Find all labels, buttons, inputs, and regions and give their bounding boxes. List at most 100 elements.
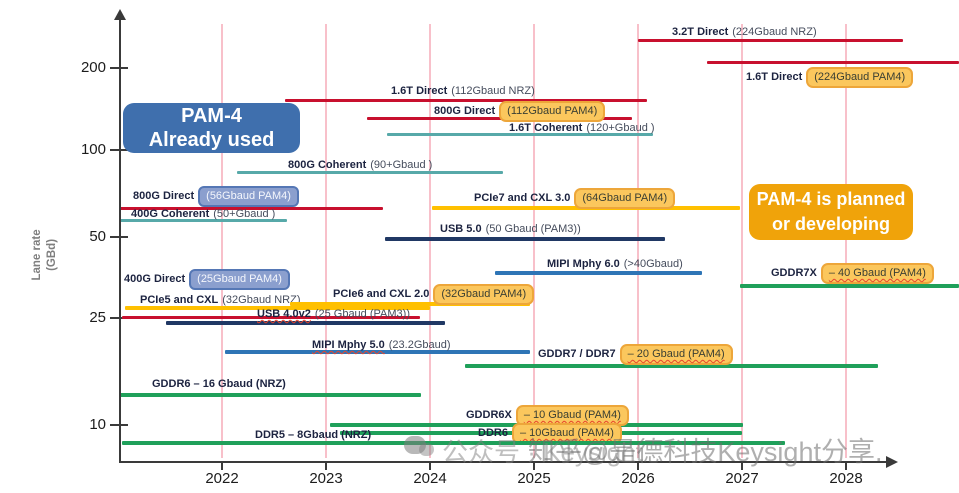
roadmap-label-800g-direct-56gbaud-pam4: 800G Direct (56Gbaud PAM4) [133, 186, 299, 207]
y-tick-label-200: 200 [80, 59, 106, 76]
standard-name: USB 4.0v2 [257, 308, 311, 320]
year-gridline-2023 [325, 24, 327, 458]
standard-name: GDDR6X [466, 409, 512, 421]
x-tick-label-2023: 2023 [309, 470, 343, 487]
pam4-planned-line1: PAM-4 is planned [756, 189, 906, 209]
baud-note-orange-badge: – 40 Gbaud (PAM4) [820, 263, 934, 284]
roadmap-label-pcie5-and-cxl-32gbaud-nrz: PCIe5 and CXL (32Gbaud NRZ) [140, 293, 301, 308]
standard-name: GDDR6 – 16 Gbaud (NRZ) [152, 378, 286, 390]
roadmap-label-ddr5-8gbaud-nrz: DDR5 – 8Gbaud (NRZ) [255, 428, 371, 443]
standard-name: GDDR7 / DDR7 [538, 348, 616, 360]
roadmap-line-gddr6-16-gbaud-nrz [120, 393, 421, 397]
x-tick-label-2027: 2027 [725, 470, 759, 487]
roadmap-line-800g-direct-56gbaud-pam4 [120, 207, 383, 210]
roadmap-label-400g-coherent-50-gbaud: 400G Coherent (50+Gbaud ) [131, 207, 275, 222]
pam4-already-used-line1: PAM-4 [181, 105, 242, 127]
baud-note-blue-badge: (25Gbaud PAM4) [189, 269, 290, 290]
roadmap-label-1.6t-direct-224gbaud-pam4: 1.6T Direct (224Gbaud PAM4) [746, 67, 914, 88]
y-tick-label-25: 25 [89, 309, 106, 326]
x-tick-2028 [845, 461, 847, 470]
roadmap-line-1.6t-direct-224gbaud-pam4 [707, 61, 959, 64]
standard-name: DDR5 – 8Gbaud (NRZ) [255, 429, 372, 441]
x-tick-2027 [741, 461, 743, 470]
roadmap-label-mipi-mphy-5.0-23.2gbaud: MIPI Mphy 5.0 (23.2Gbaud) [312, 338, 451, 353]
roadmap-label-pcie6-and-cxl-2.0-32gbaud-pam4: PCIe6 and CXL 2.0 (32Gbaud PAM4) [333, 284, 535, 305]
roadmap-line-1.6t-direct-112gbaud-nrz [285, 99, 647, 102]
x-tick-2023 [325, 461, 327, 470]
standard-name: 1.6T Direct [746, 71, 803, 83]
standard-name: PCIe6 and CXL 2.0 [333, 288, 430, 300]
roadmap-label-800g-coherent-90-gbaud: 800G Coherent (90+Gbaud ) [288, 158, 432, 173]
y-axis-title-line2: (GBd) [46, 238, 58, 271]
roadmap-line-3.2t-direct-224gbaud-nrz [638, 39, 903, 42]
standard-name: 1.6T Coherent [509, 122, 583, 134]
x-tick-2024 [429, 461, 431, 470]
x-tick-label-2028: 2028 [829, 470, 863, 487]
standard-name: MIPI Mphy 5.0 [312, 339, 385, 351]
standard-name: PCIe7 and CXL 3.0 [474, 192, 571, 204]
baud-note: (23.2Gbaud) [388, 339, 451, 351]
roadmap-line-mipi-mphy-6.0-40gbaud [495, 271, 702, 275]
x-tick-2025 [533, 461, 535, 470]
standard-name: USB 5.0 [440, 223, 482, 235]
roadmap-line-ddr5-8gbaud-nrz [122, 441, 785, 445]
standard-name: 400G Direct [124, 273, 186, 285]
x-tick-label-2024: 2024 [413, 470, 447, 487]
standard-name: 800G Coherent [288, 159, 367, 171]
pam4-already-used-line2: Already used [148, 129, 275, 151]
roadmap-line-gddr7x-40-gbaud-pam4 [740, 284, 959, 288]
baud-note-orange-badge: (224Gbaud PAM4) [806, 67, 914, 88]
baud-note: (25 Gbaud (PAM3)) [314, 308, 410, 320]
pam4-already-used-callout: PAM-4 Already used [123, 103, 300, 153]
pam4-planned-callout: PAM-4 is planned or developing [749, 184, 913, 240]
standard-name: 3.2T Direct [672, 26, 729, 38]
pam4-planned-line2: or developing [771, 214, 890, 234]
roadmap-label-3.2t-direct-224gbaud-nrz: 3.2T Direct (224Gbaud NRZ) [672, 25, 817, 40]
roadmap-label-ddr6-10gbaud-pam4: DDR6– 10Gbaud (PAM4) [478, 423, 622, 444]
roadmap-label-usb-4.0v2-25-gbaud-pam3: USB 4.0v2 (25 Gbaud (PAM3)) [257, 307, 410, 322]
baud-note-orange-badge: (32Gbaud PAM4) [433, 284, 535, 305]
roadmap-label-gddr7x-40-gbaud-pam4: GDDR7X – 40 Gbaud (PAM4) [771, 263, 934, 284]
standard-name: 800G Direct [133, 190, 195, 202]
y-tick-label-50: 50 [89, 228, 106, 245]
roadmap-label-1.6t-coherent-120-gbaud: 1.6T Coherent (120+Gbaud ) [509, 121, 655, 136]
x-tick-label-2025: 2025 [517, 470, 551, 487]
year-gridline-2022 [221, 24, 223, 458]
baud-note-orange-badge: – 20 Gbaud (PAM4) [619, 344, 733, 365]
baud-note: (112Gbaud NRZ) [451, 85, 535, 97]
x-tick-2022 [221, 461, 223, 470]
roadmap-line-usb-5.0-50-gbaud-pam3 [385, 237, 665, 241]
baud-note: (32Gbaud NRZ) [222, 294, 301, 306]
roadmap-label-pcie7-and-cxl-3.0-64gbaud-pam4: PCIe7 and CXL 3.0 (64Gbaud PAM4) [474, 188, 676, 209]
roadmap-line-gddr7-ddr7-20-gbaud-pam4 [465, 364, 878, 368]
roadmap-line-1.6t-coherent-120-gbaud [387, 133, 653, 136]
baud-note: (90+Gbaud ) [370, 159, 433, 171]
roadmap-label-400g-direct-25gbaud-pam4: 400G Direct (25Gbaud PAM4) [124, 269, 290, 290]
x-axis [119, 461, 889, 463]
baud-note: (50+Gbaud ) [213, 208, 276, 220]
roadmap-label-gddr6-16-gbaud-nrz: GDDR6 – 16 Gbaud (NRZ) [152, 377, 286, 392]
standard-name: 400G Coherent [131, 208, 210, 220]
roadmap-line-pcie6-and-cxl-2.0-32gbaud-pam4 [290, 302, 530, 306]
baud-note: (>40Gbaud) [623, 258, 683, 270]
baud-note: (120+Gbaud ) [586, 122, 655, 134]
roadmap-label-usb-5.0-50-gbaud-pam3: USB 5.0 (50 Gbaud (PAM3)) [440, 222, 581, 237]
roadmap-line-pcie5-and-cxl-32gbaud-nrz [125, 306, 430, 310]
x-tick-label-2022: 2022 [205, 470, 239, 487]
standard-name: DDR6 [478, 427, 508, 439]
baud-note-orange-badge: – 10 Gbaud (PAM4) [515, 405, 629, 426]
baud-note: (50 Gbaud (PAM3)) [485, 223, 581, 235]
baud-note-orange-badge: (112Gbaud PAM4) [499, 101, 606, 122]
x-tick-label-2026: 2026 [621, 470, 655, 487]
roadmap-line-800g-coherent-90-gbaud [237, 171, 503, 174]
roadmap-label-1.6t-direct-112gbaud-nrz: 1.6T Direct (112Gbaud NRZ) [391, 84, 535, 99]
roadmap-line-400g-coherent-50-gbaud [120, 219, 287, 222]
baud-note: (224Gbaud NRZ) [732, 26, 817, 38]
y-axis-title-line1: Lane rate [31, 229, 44, 281]
roadmap-line-usb-4.0v2-25-gbaud-pam3 [166, 321, 445, 325]
y-tick-label-10: 10 [89, 416, 106, 433]
x-tick-2026 [637, 461, 639, 470]
roadmap-line-400g-direct-25gbaud-pam4 [122, 316, 420, 319]
year-gridline-2025 [533, 24, 535, 458]
year-gridline-2024 [429, 24, 431, 458]
